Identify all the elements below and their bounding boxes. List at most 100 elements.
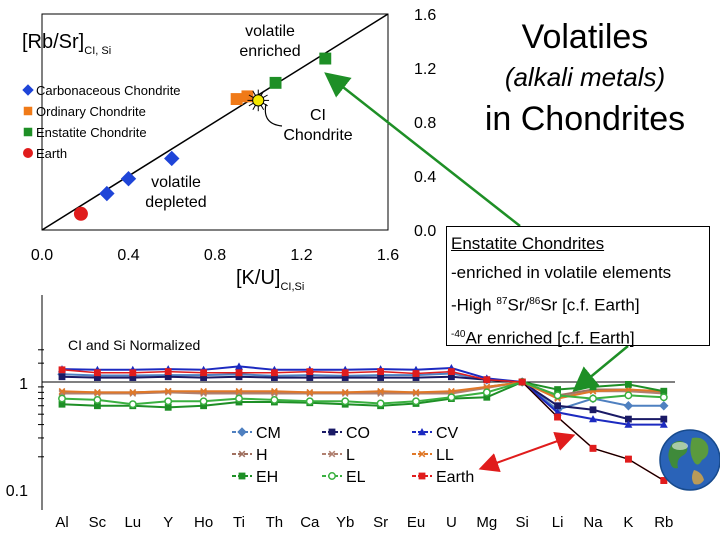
series-point-eh	[483, 393, 491, 401]
series-point-el	[270, 395, 279, 404]
legend-marker	[237, 427, 247, 437]
line-ytick-label: 0.1	[6, 483, 28, 500]
series-point-ll	[483, 383, 491, 391]
scatter-point-carbonaceous-chondrite	[164, 150, 180, 167]
series-point-ll	[200, 387, 207, 395]
line-xtick-label: Yb	[336, 514, 354, 531]
series-point-earth	[271, 369, 278, 377]
series-point-ll	[377, 387, 384, 395]
line-xtick-label: Sr	[373, 514, 388, 531]
arrow-earth-depletion	[478, 431, 576, 473]
series-point-co	[660, 415, 668, 423]
enstatite-note-box: Enstatite Chondrites -enriched in volati…	[446, 226, 710, 347]
title-line-2-text: (alkali metals)	[504, 62, 666, 92]
scatter-point-enstatite-chondrite	[269, 76, 282, 89]
legend-label: Ordinary Chondrite	[36, 104, 146, 119]
legend-marker	[238, 450, 246, 458]
series-point-earth	[341, 369, 349, 377]
series-point-eh	[200, 402, 207, 410]
line-ytick-label: 1	[19, 376, 28, 393]
series-point-el	[624, 391, 633, 400]
series-point-co	[589, 406, 597, 414]
series-point-eh	[660, 387, 668, 395]
scatter-xtick-label: 0.0	[31, 247, 53, 264]
series-point-el	[482, 388, 491, 397]
series-point-earth	[483, 376, 491, 384]
series-point-cm	[659, 401, 669, 411]
series-point-earth	[589, 444, 597, 452]
line-xtick-label: Na	[583, 514, 603, 531]
annotation-volatile-depleted-1: volatile	[151, 174, 201, 191]
scatter-point-ordinary-chondrite	[230, 93, 243, 105]
arrow-enstatite-scatter	[324, 72, 521, 227]
line-xtick-label: Y	[163, 514, 173, 531]
note-bullet-1: -enriched in volatile elements	[451, 263, 672, 282]
series-point-el	[341, 397, 350, 406]
scatter-point-ordinary-chondrite	[241, 90, 254, 103]
legend-label: CM	[256, 425, 281, 442]
scatter-ylabel: [Rb/Sr]CI, Si	[22, 31, 111, 57]
scatter-xtick-label: 0.8	[204, 247, 226, 264]
line-xtick-label: Ti	[233, 514, 245, 531]
scatter-ytick-label: 0.8	[414, 115, 436, 132]
legend-label: EL	[346, 469, 366, 486]
legend-marker	[23, 106, 33, 116]
series-point-co	[94, 374, 101, 381]
series-point-el	[589, 394, 597, 403]
series-point-eh	[625, 380, 632, 388]
scatter-ytick-label: 0.0	[414, 223, 436, 240]
arrow-enstatite-line	[572, 345, 629, 392]
line-xtick-label: Sc	[89, 514, 107, 531]
legend-label: Enstatite Chondrite	[36, 125, 147, 140]
series-point-co	[341, 374, 349, 381]
annotation-ci-2: Chondrite	[283, 127, 352, 144]
line-xtick-label: Si	[516, 514, 529, 531]
series-point-co	[58, 373, 66, 381]
series-point-earth	[625, 455, 632, 463]
series-point-el	[235, 394, 243, 403]
scatter-point-earth	[73, 206, 88, 221]
line-xtick-label: K	[623, 514, 633, 531]
legend-marker	[328, 428, 336, 436]
line-xtick-label: Lu	[124, 514, 141, 531]
series-point-el	[412, 397, 420, 406]
series-point-co	[412, 374, 420, 381]
line-xtick-label: Rb	[654, 514, 673, 531]
series-point-earth	[129, 369, 137, 377]
title-line-3: in Chondrites	[484, 100, 686, 138]
scatter-xtick-label: 1.6	[377, 247, 399, 264]
line-chart: 1 0.1 Al Sc Lu Y Ho Ti Th Ca Yb Sr Eu U Mg Si Li Na K Rb C…	[6, 295, 675, 531]
scatter-xtick-label: 0.4	[117, 247, 139, 264]
series-point-earth	[554, 413, 561, 421]
series-point-earth	[448, 368, 455, 376]
line-xtick-label: U	[446, 514, 457, 531]
legend-marker	[418, 450, 426, 458]
series-point-co	[448, 373, 455, 381]
series-point-el	[447, 393, 456, 402]
line-xtick-label: Th	[266, 514, 284, 531]
series-point-co	[235, 373, 243, 381]
series-point-cv	[235, 362, 243, 370]
scatter-point-enstatite-chondrite	[319, 52, 332, 65]
series-point-co	[377, 374, 384, 381]
series-point-earth	[306, 368, 314, 376]
line-legend-box	[226, 418, 486, 492]
series-point-ll	[58, 387, 66, 395]
legend-label: CO	[346, 425, 370, 442]
annotation-volatile-depleted-2: depleted	[145, 194, 206, 211]
series-point-co	[625, 415, 632, 423]
series-point-ll	[129, 389, 137, 396]
series-point-co	[200, 374, 207, 381]
normalization-label: CI and Si Normalized	[68, 337, 200, 353]
legend-label: Earth	[436, 469, 474, 486]
series-point-earth	[660, 477, 668, 484]
series-point-ll	[164, 387, 172, 395]
legend-label: L	[346, 447, 355, 464]
series-point-co	[164, 373, 172, 381]
series-point-ll	[306, 389, 314, 396]
series-point-earth	[235, 369, 243, 377]
ci-pointer	[264, 103, 283, 127]
series-line-cm	[61, 372, 664, 411]
line-xtick-label: Al	[55, 514, 68, 531]
